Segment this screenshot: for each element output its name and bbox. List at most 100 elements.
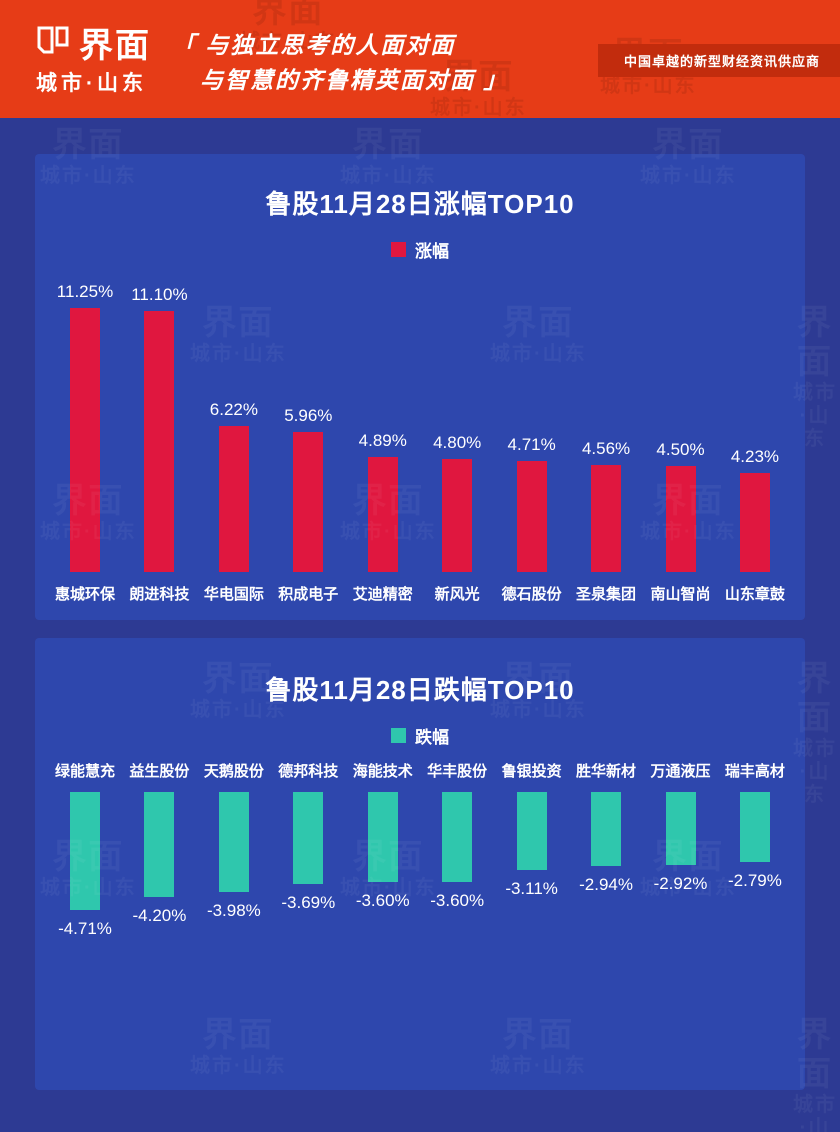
bar-value-label: -3.11% <box>505 879 558 898</box>
bar <box>665 792 696 865</box>
tagline-line1: 「 与独立思考的人面对面 <box>172 32 456 58</box>
bar-value-label: -3.60% <box>355 891 410 910</box>
bar-category-label: 艾迪精密 <box>352 586 413 603</box>
bar <box>442 792 473 882</box>
bar <box>218 426 249 572</box>
body-area: 鲁股11月28日涨幅TOP10 涨幅 11.25% 惠城环保 11.10% 朗进科技 6… <box>0 118 840 1132</box>
gain-chart-title: 鲁股11月28日涨幅TOP10 <box>265 189 575 219</box>
bar-column: 4.89% 艾迪精密 <box>347 274 419 604</box>
bar-column: 益生股份 -4.20% <box>123 760 195 939</box>
bar-value-label: -2.79% <box>728 871 782 890</box>
bar-column: 海能技术 -3.60% <box>347 760 419 939</box>
bar-column: 11.10% 朗进科技 <box>123 274 195 604</box>
gain-legend-label: 涨幅 <box>415 242 449 261</box>
bar <box>70 792 100 910</box>
bar <box>516 461 547 572</box>
bar-category-label: 绿能慧充 <box>54 763 115 780</box>
bar-column: 瑞丰高材 -2.79% <box>719 760 791 939</box>
bar-column: 4.56% 圣泉集团 <box>570 274 642 604</box>
bar-column: 11.25% 惠城环保 <box>49 274 121 604</box>
bar-column: 万通液压 -2.92% <box>645 760 717 939</box>
bar-column: 胜华新材 -2.94% <box>570 760 642 939</box>
bar-category-label: 积成电子 <box>278 586 339 603</box>
bar-column: 4.23% 山东章鼓 <box>719 274 791 604</box>
bar-category-label: 华电国际 <box>203 586 264 603</box>
bar-category-label: 华丰股份 <box>427 763 488 780</box>
bar-category-label: 益生股份 <box>129 763 190 780</box>
bar-value-label: -2.92% <box>653 874 708 893</box>
bar-column: 鲁银投资 -3.11% <box>496 760 568 939</box>
bar <box>591 465 622 572</box>
bar-value-label: -4.71% <box>58 919 112 938</box>
bar-value-label: 4.23% <box>730 447 780 466</box>
bar-category-label: 圣泉集团 <box>576 586 637 603</box>
bar-value-label: 5.96% <box>284 406 333 425</box>
bar <box>144 311 175 572</box>
bar-value-label: -3.69% <box>281 893 336 912</box>
bar-category-label: 鲁银投资 <box>501 763 562 780</box>
bar <box>367 792 398 882</box>
bar-value-label: 4.71% <box>507 435 556 454</box>
bar <box>293 792 324 884</box>
bar-category-label: 朗进科技 <box>129 586 190 603</box>
bar-category-label: 瑞丰高材 <box>724 763 785 780</box>
slogan-ribbon: 中国卓越的新型财经资讯供应商 <box>597 44 840 77</box>
bar-category-label: 胜华新材 <box>576 763 637 780</box>
bar-column: 天鹅股份 -3.98% <box>198 760 270 939</box>
bar <box>218 792 249 892</box>
loss-chart-card: 鲁股11月28日跌幅TOP10 跌幅 绿能慧充 -4.71% 益生股份 -4.20% 天… <box>35 638 805 1090</box>
bar-category-label: 山东章鼓 <box>724 586 785 603</box>
bar-category-label: 新风光 <box>434 586 480 603</box>
loss-bar-chart: 绿能慧充 -4.71% 益生股份 -4.20% 天鹅股份 -3.98% 德邦科技 -3.69%… <box>35 760 805 939</box>
jiemian-logo: 界面 城市·山东 <box>36 18 151 97</box>
gain-legend: 涨幅 <box>35 237 805 262</box>
bar <box>516 792 547 870</box>
bar-value-label: -3.60% <box>430 891 485 910</box>
bar-value-label: 4.80% <box>433 433 482 452</box>
gain-legend-swatch <box>391 242 406 257</box>
slogan-text: 中国卓越的新型财经资讯供应商 <box>623 54 820 69</box>
bar <box>665 466 696 572</box>
tagline: 「 与独立思考的人面对面 与智慧的齐鲁精英面对面 」 <box>172 28 508 98</box>
bar <box>144 792 175 897</box>
bar <box>591 792 622 866</box>
tagline-line2: 与智慧的齐鲁精英面对面 」 <box>200 67 509 93</box>
logo-text: 界面 <box>79 27 151 65</box>
bar <box>293 432 324 572</box>
logo-subtext: 城市·山东 <box>36 72 147 95</box>
bar-category-label: 海能技术 <box>352 763 413 780</box>
bar-column: 华丰股份 -3.60% <box>421 760 493 939</box>
bar-value-label: 4.89% <box>358 431 407 450</box>
bar-category-label: 万通液压 <box>650 763 711 780</box>
bar-value-label: 4.56% <box>581 439 631 458</box>
bar-category-label: 惠城环保 <box>54 586 115 603</box>
bar <box>70 308 100 572</box>
bar <box>739 473 770 572</box>
jiemian-logo-icon <box>36 25 70 60</box>
loss-legend: 跌幅 <box>35 723 805 748</box>
bar <box>739 792 770 862</box>
bar-value-label: -3.98% <box>206 901 261 920</box>
bar <box>367 457 398 572</box>
bar-column: 4.80% 新风光 <box>421 274 493 604</box>
bar-value-label: 6.22% <box>209 400 258 419</box>
bar-column: 5.96% 积成电子 <box>272 274 344 604</box>
bar-category-label: 德石股份 <box>501 586 562 603</box>
bar-value-label: 11.25% <box>56 282 114 301</box>
gain-bar-chart: 11.25% 惠城环保 11.10% 朗进科技 6.22% 华电国际 5.96% 积成电子 4.… <box>35 274 805 604</box>
bar-column: 6.22% 华电国际 <box>198 274 270 604</box>
loss-chart-title: 鲁股11月28日跌幅TOP10 <box>265 675 575 705</box>
bar-value-label: -4.20% <box>132 906 187 925</box>
bar-value-label: 11.10% <box>131 285 188 304</box>
bar-column: 4.50% 南山智尚 <box>645 274 717 604</box>
gain-chart-card: 鲁股11月28日涨幅TOP10 涨幅 11.25% 惠城环保 11.10% 朗进科技 6… <box>35 154 805 620</box>
bar-category-label: 德邦科技 <box>278 763 339 780</box>
bar-category-label: 南山智尚 <box>650 586 711 603</box>
bar-value-label: 4.50% <box>656 440 705 459</box>
bar-category-label: 天鹅股份 <box>203 763 264 780</box>
loss-legend-label: 跌幅 <box>415 728 449 747</box>
bar-column: 4.71% 德石股份 <box>496 274 568 604</box>
bar-value-label: -2.94% <box>579 875 633 894</box>
